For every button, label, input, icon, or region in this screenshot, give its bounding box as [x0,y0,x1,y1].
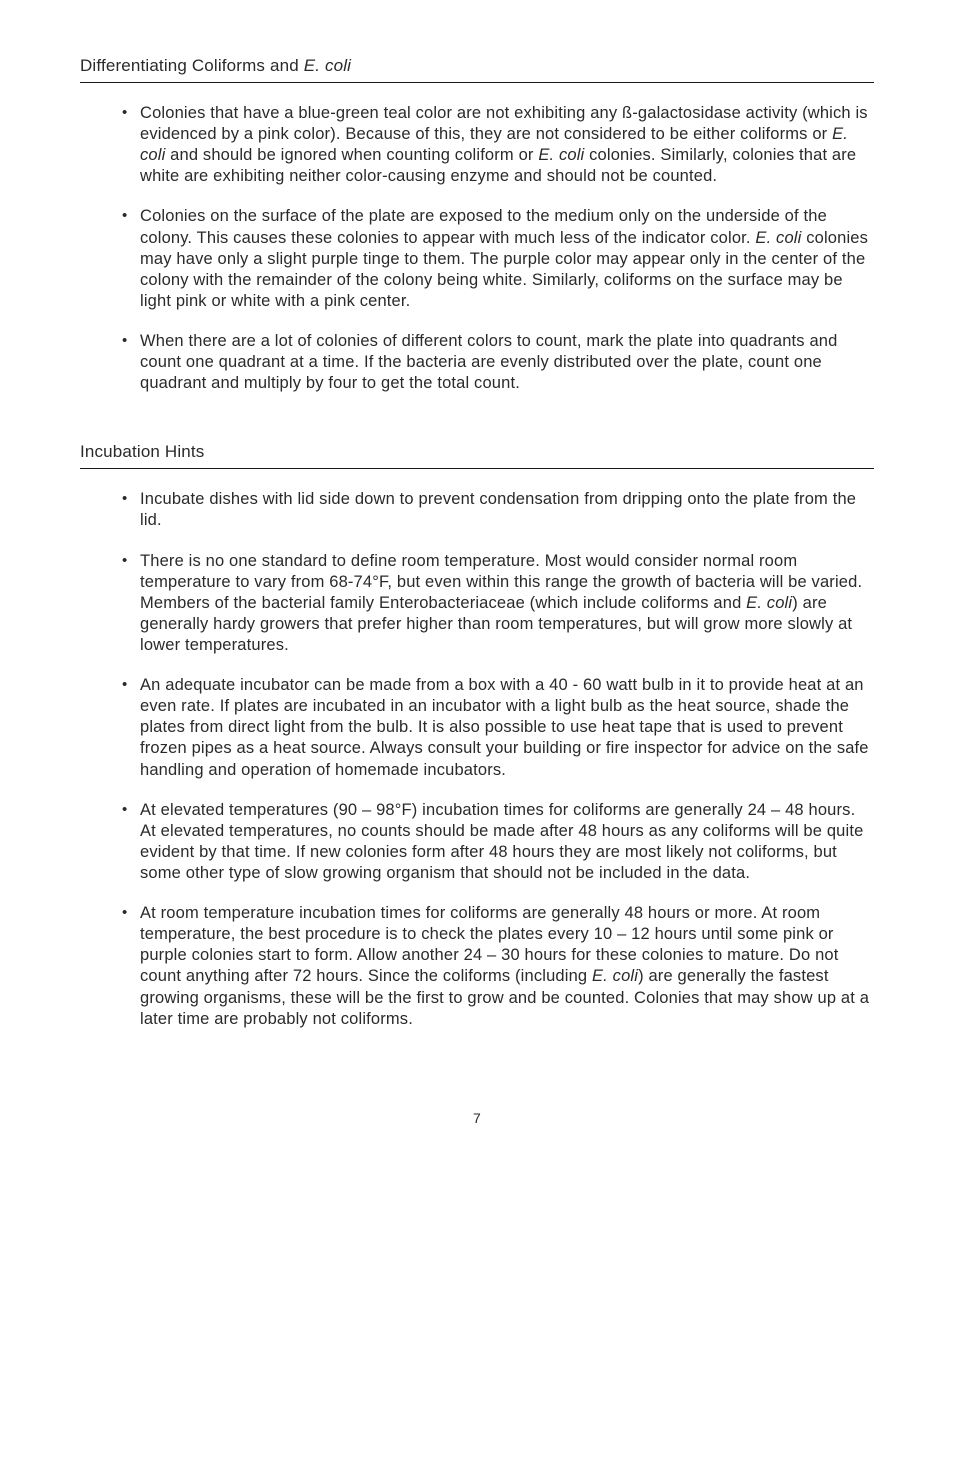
list-item: When there are a lot of colonies of diff… [122,331,874,394]
list-item: At room temperature incubation times for… [122,903,874,1030]
heading-2-text: Incubation Hints [80,442,204,461]
heading-1-italic: E. coli [304,56,351,75]
list-item: Incubate dishes with lid side down to pr… [122,489,874,531]
italic-text: E. coli [140,125,848,164]
list-item: An adequate incubator can be made from a… [122,675,874,781]
section-heading-2: Incubation Hints [80,442,874,469]
list-item: There is no one standard to define room … [122,551,874,657]
heading-1-prefix: Differentiating Coliforms and [80,56,304,75]
section-1-list: Colonies that have a blue-green teal col… [80,103,874,394]
section-heading-1: Differentiating Coliforms and E. coli [80,56,874,83]
italic-text: E. coli [538,146,584,164]
italic-text: E. coli [592,967,638,985]
italic-text: E. coli [755,229,801,247]
page-number: 7 [80,1110,874,1126]
list-item: At elevated temperatures (90 – 98°F) inc… [122,800,874,884]
list-item: Colonies that have a blue-green teal col… [122,103,874,187]
italic-text: E. coli [746,594,792,612]
list-item: Colonies on the surface of the plate are… [122,206,874,312]
section-2-list: Incubate dishes with lid side down to pr… [80,489,874,1029]
